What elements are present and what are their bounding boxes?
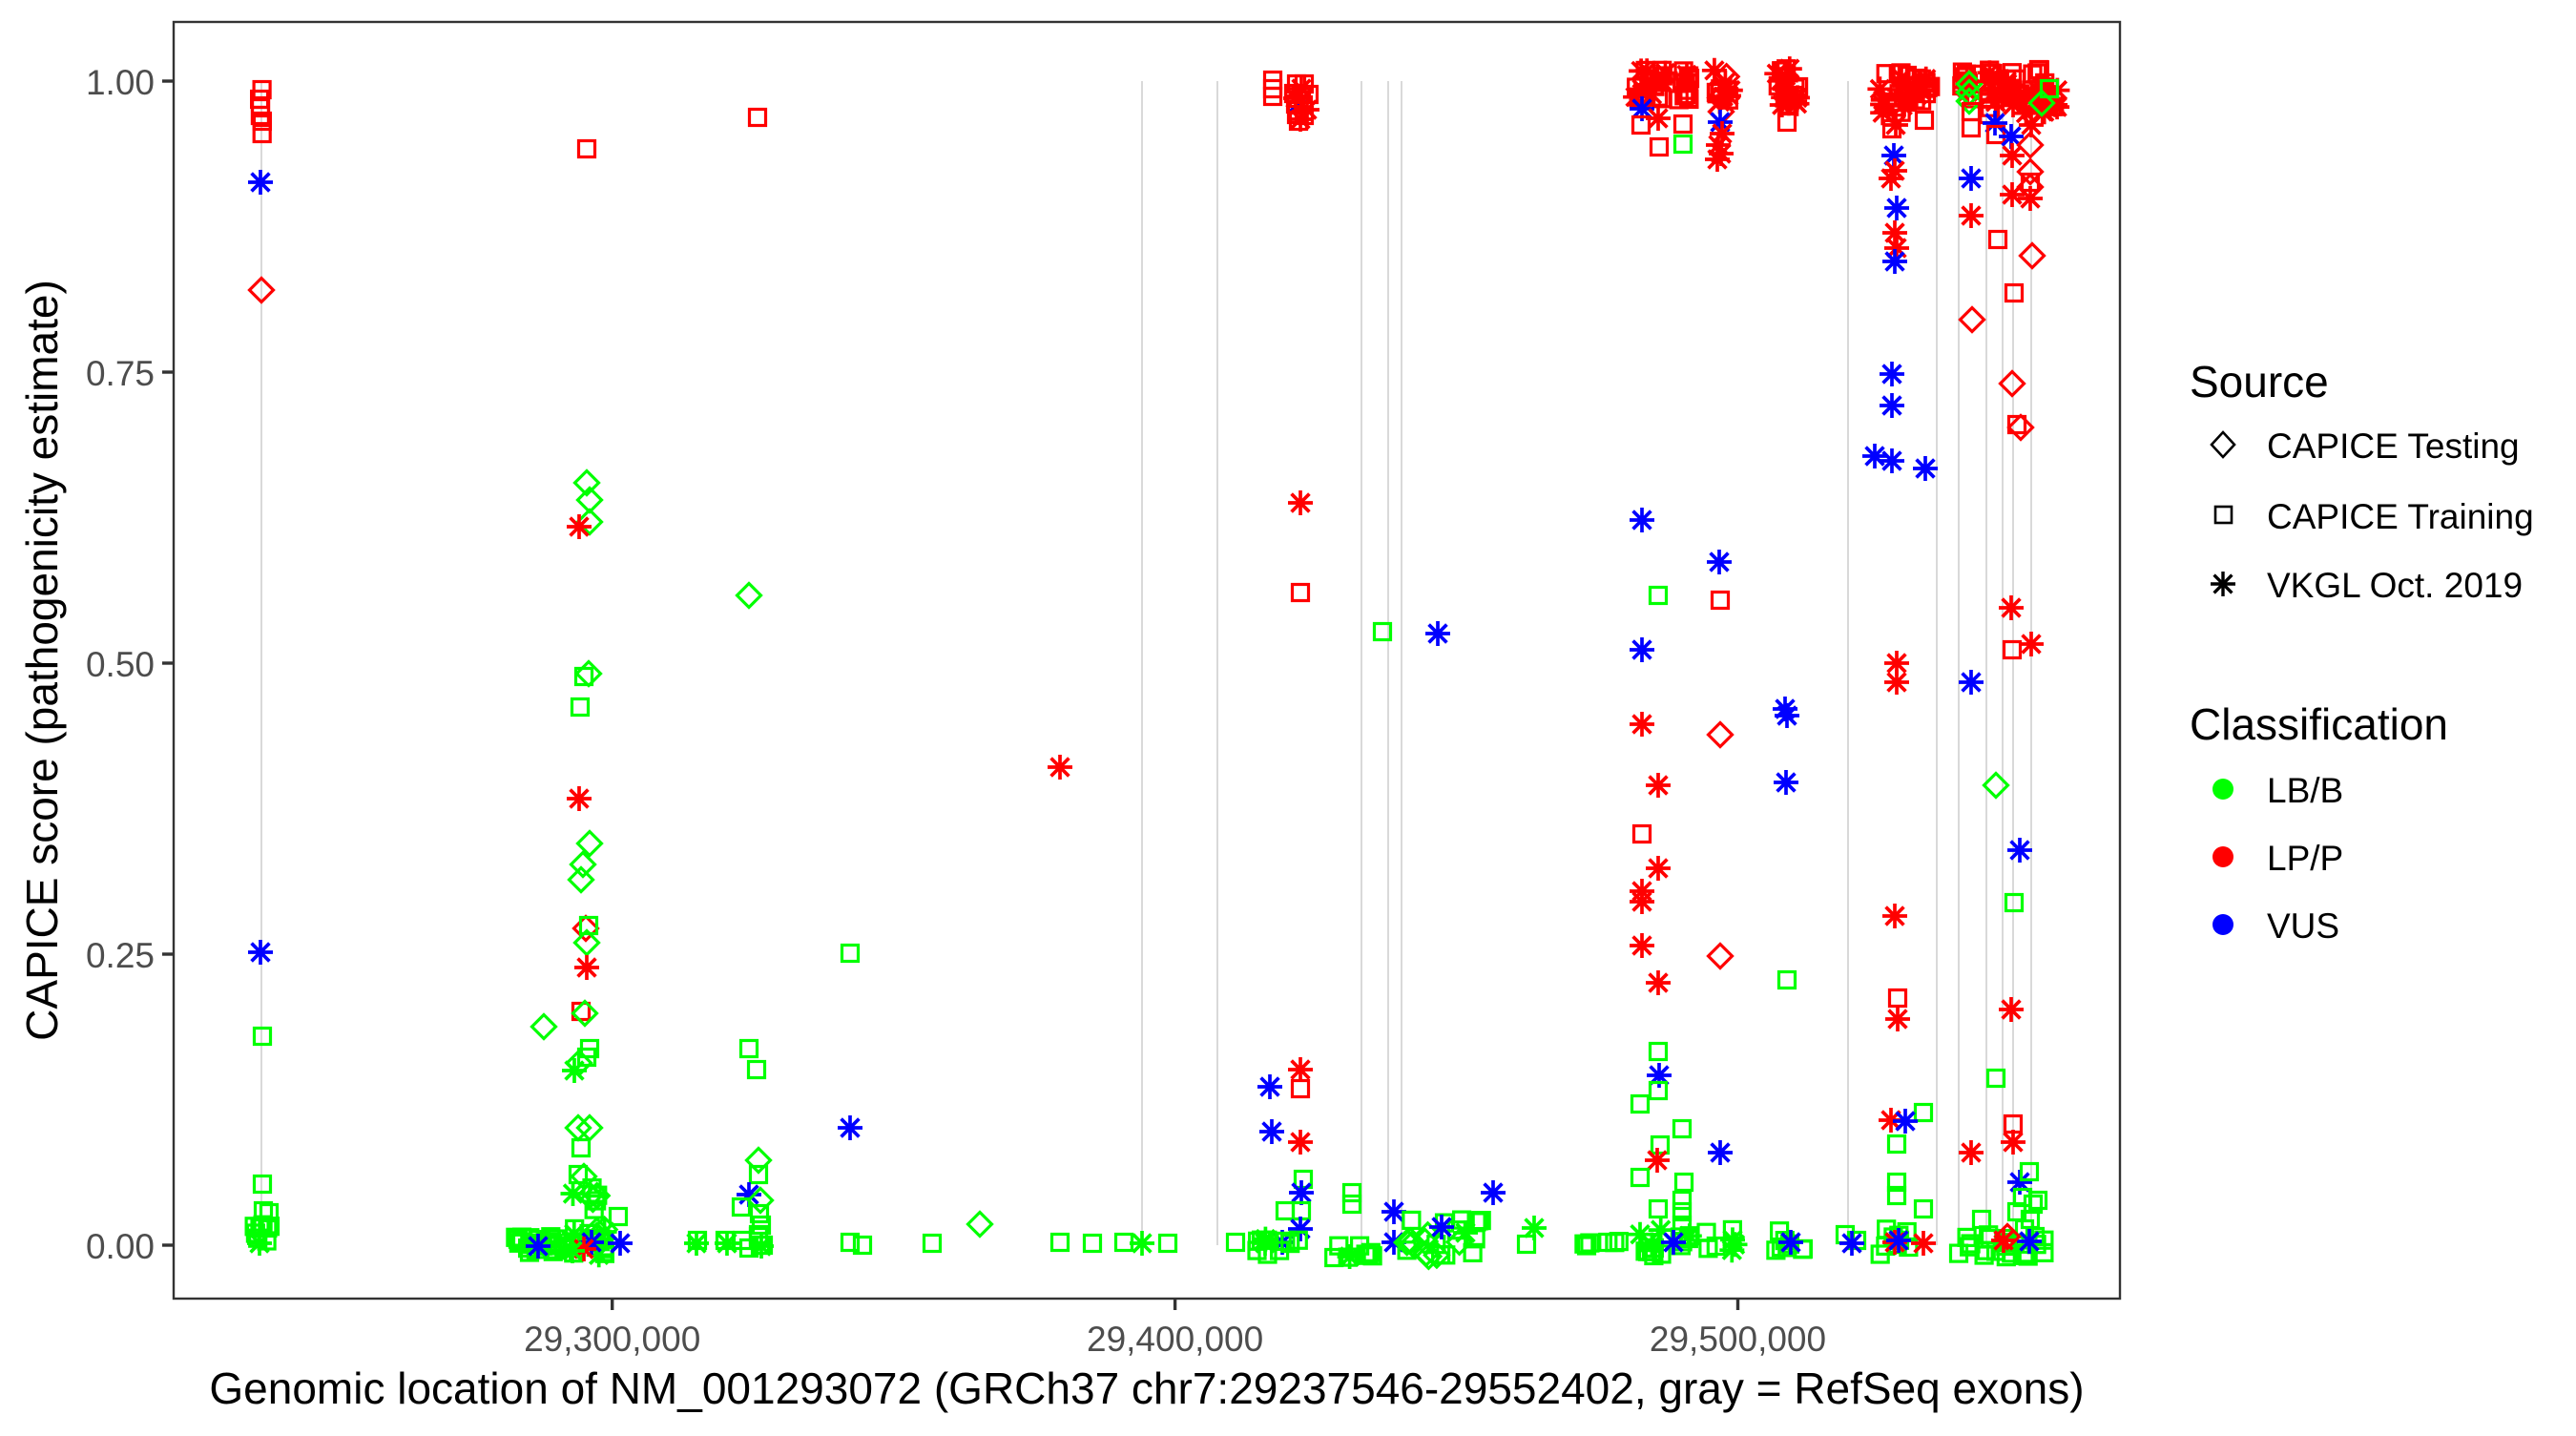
svg-text:LP/P: LP/P (2267, 839, 2343, 878)
svg-text:CAPICE Testing: CAPICE Testing (2267, 427, 2520, 466)
svg-text:Source: Source (2190, 357, 2329, 406)
svg-text:CAPICE score (pathogenicity es: CAPICE score (pathogenicity estimate) (17, 280, 67, 1041)
svg-text:29,300,000: 29,300,000 (524, 1320, 700, 1359)
svg-text:VUS: VUS (2267, 906, 2339, 946)
svg-text:0.50: 0.50 (86, 645, 155, 684)
svg-text:VKGL Oct. 2019: VKGL Oct. 2019 (2267, 566, 2523, 605)
svg-text:0.75: 0.75 (86, 354, 155, 393)
svg-text:CAPICE Training: CAPICE Training (2267, 497, 2534, 536)
svg-text:0.25: 0.25 (86, 936, 155, 975)
svg-text:Genomic location of NM_0012930: Genomic location of NM_001293072 (GRCh37… (209, 1363, 2084, 1413)
svg-text:0.00: 0.00 (86, 1227, 155, 1266)
svg-text:Classification: Classification (2190, 699, 2448, 749)
svg-text:LB/B: LB/B (2267, 771, 2343, 810)
svg-text:29,500,000: 29,500,000 (1650, 1320, 1826, 1359)
svg-text:1.00: 1.00 (86, 63, 155, 102)
svg-text:29,400,000: 29,400,000 (1087, 1320, 1263, 1359)
